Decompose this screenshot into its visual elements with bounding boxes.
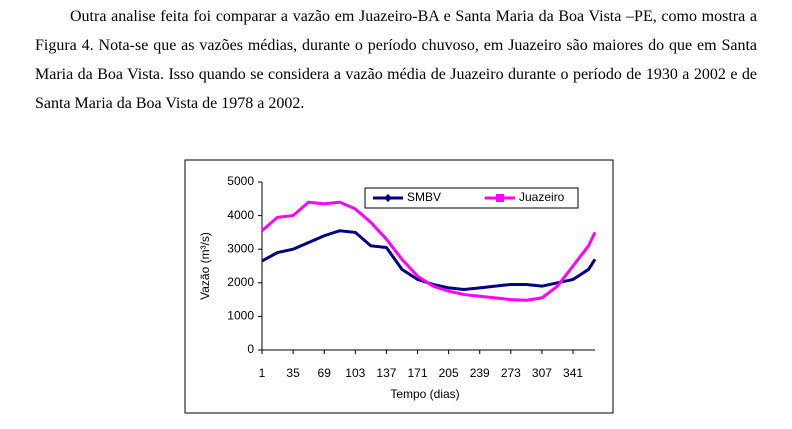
x-axis-label: Tempo (dias) bbox=[390, 387, 459, 401]
chart-frame bbox=[184, 159, 614, 414]
paragraph: Outra analise feita foi comparar a vazão… bbox=[35, 8, 757, 112]
y-tick-label: 3000 bbox=[227, 241, 254, 255]
series-line bbox=[261, 229, 597, 292]
x-tick-label: 341 bbox=[563, 366, 583, 380]
y-tick-label: 2000 bbox=[227, 275, 254, 289]
x-tick-label: 273 bbox=[501, 366, 521, 380]
y-tick-label: 4000 bbox=[227, 208, 254, 222]
x-tick-label: 307 bbox=[532, 366, 552, 380]
legend-label: SMBV bbox=[407, 190, 441, 204]
x-tick-label: 1 bbox=[259, 366, 266, 380]
x-tick-label: 35 bbox=[286, 366, 300, 380]
x-tick-label: 239 bbox=[470, 366, 490, 380]
x-tick-label: 103 bbox=[345, 366, 365, 380]
x-tick-label: 69 bbox=[318, 366, 332, 380]
legend-marker bbox=[384, 194, 392, 202]
y-tick-label: 0 bbox=[247, 342, 254, 356]
y-axis-label: Vazão (m³/s) bbox=[198, 232, 212, 300]
x-tick-label: 137 bbox=[376, 366, 396, 380]
legend-label: Juazeiro bbox=[519, 190, 565, 204]
x-tick-label: 171 bbox=[408, 366, 428, 380]
series-line bbox=[261, 200, 597, 302]
y-tick-label: 5000 bbox=[227, 174, 254, 188]
x-tick-label: 205 bbox=[439, 366, 459, 380]
y-tick-label: 1000 bbox=[227, 309, 254, 323]
legend-box bbox=[364, 187, 579, 209]
legend-marker bbox=[496, 194, 504, 202]
